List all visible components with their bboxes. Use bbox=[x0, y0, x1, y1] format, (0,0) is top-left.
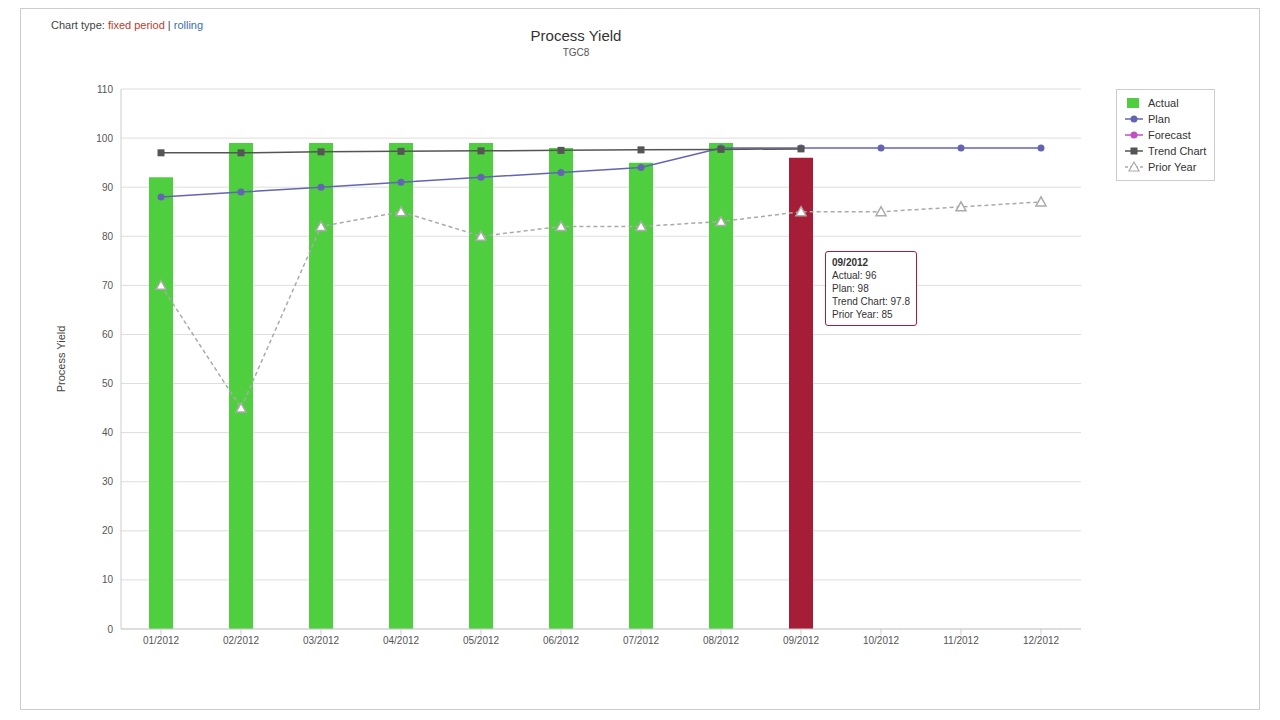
html-text:Prior Year: Prior Year bbox=[1148, 161, 1197, 173]
svg-text:90: 90 bbox=[102, 182, 114, 193]
html-text:Forecast: Forecast bbox=[1148, 129, 1191, 141]
svg-text:04/2012: 04/2012 bbox=[383, 635, 420, 646]
svg-text:06/2012: 06/2012 bbox=[543, 635, 580, 646]
svg-text:30: 30 bbox=[102, 476, 114, 487]
svg-text:80: 80 bbox=[102, 231, 114, 242]
svg-text:07/2012: 07/2012 bbox=[623, 635, 660, 646]
svg-text:20: 20 bbox=[102, 525, 114, 536]
svg-text:Process Yield: Process Yield bbox=[55, 326, 67, 393]
svg-text:05/2012: 05/2012 bbox=[463, 635, 500, 646]
svg-text:03/2012: 03/2012 bbox=[303, 635, 340, 646]
svg-text:10/2012: 10/2012 bbox=[863, 635, 900, 646]
html-text:Trend Chart: 97.8: Trend Chart: 97.8 bbox=[832, 296, 910, 307]
svg-text:50: 50 bbox=[102, 378, 114, 389]
svg-text:60: 60 bbox=[102, 329, 114, 340]
html-text:Trend Chart: Trend Chart bbox=[1148, 145, 1207, 157]
svg-text:100: 100 bbox=[96, 133, 113, 144]
svg-text:08/2012: 08/2012 bbox=[703, 635, 740, 646]
svg-text:0: 0 bbox=[107, 624, 113, 635]
html-text:Prior Year: 85: Prior Year: 85 bbox=[832, 309, 893, 320]
html-text:Actual: Actual bbox=[1148, 97, 1179, 109]
html-text:Actual: 96: Actual: 96 bbox=[832, 270, 877, 281]
html-text:Process Yield: Process Yield bbox=[530, 27, 622, 44]
svg-text:02/2012: 02/2012 bbox=[223, 635, 260, 646]
svg-text:12/2012: 12/2012 bbox=[1023, 635, 1060, 646]
html-text:Plan: 98: Plan: 98 bbox=[832, 283, 869, 294]
svg-text:110: 110 bbox=[97, 84, 113, 95]
svg-text:11/2012: 11/2012 bbox=[943, 635, 979, 646]
svg-text:09/2012: 09/2012 bbox=[783, 635, 820, 646]
html-text:Plan: Plan bbox=[1148, 113, 1170, 125]
html-text:TGC8: TGC8 bbox=[562, 47, 590, 58]
svg-text:10: 10 bbox=[102, 574, 114, 585]
svg-text:40: 40 bbox=[102, 427, 114, 438]
svg-text:70: 70 bbox=[102, 280, 114, 291]
html-text:Chart type: fixed period | rol: Chart type: fixed period | rolling bbox=[51, 19, 204, 31]
svg-text:01/2012: 01/2012 bbox=[143, 635, 180, 646]
html-text:09/2012: 09/2012 bbox=[832, 257, 869, 268]
